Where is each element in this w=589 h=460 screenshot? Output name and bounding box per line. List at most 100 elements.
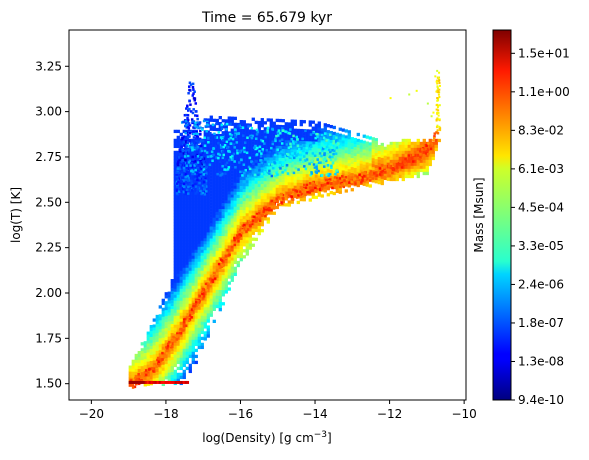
heatmap-cell: [179, 336, 183, 341]
heatmap-cell: [353, 137, 357, 142]
heatmap-cell: [269, 121, 273, 125]
heatmap-cell: [359, 145, 363, 150]
heatmap-cell: [251, 219, 255, 223]
heatmap-cell: [179, 264, 183, 269]
heatmap-cell: [230, 272, 234, 276]
heatmap-cell: [341, 152, 345, 156]
heatmap-cell: [143, 356, 147, 360]
heatmap-cell: [200, 264, 204, 269]
heatmap-cell: [302, 138, 306, 142]
heatmap-cell: [195, 143, 199, 147]
heatmap-cell: [200, 171, 204, 176]
heatmap-cell: [374, 156, 378, 160]
heatmap-cell: [368, 145, 372, 149]
heatmap-cell: [224, 221, 228, 225]
heatmap-cell: [131, 374, 135, 379]
heatmap-cell: [193, 90, 196, 93]
heatmap-cell: [263, 187, 267, 191]
heatmap-cell: [341, 177, 344, 181]
heatmap-cell: [218, 205, 222, 210]
heatmap-cell: [301, 137, 304, 141]
heatmap-cell: [287, 179, 291, 183]
heatmap-cell: [251, 129, 255, 133]
heatmap-cell: [143, 359, 147, 363]
heatmap-cell: [194, 144, 198, 149]
heatmap-cell: [224, 170, 228, 174]
heatmap-cell: [284, 149, 288, 153]
heatmap-cell: [263, 127, 267, 131]
heatmap-cell: [429, 147, 433, 151]
heatmap-cell: [356, 147, 360, 152]
heatmap-cell: [212, 199, 216, 204]
heatmap-cell: [169, 342, 172, 345]
heatmap-cell: [290, 179, 294, 183]
heatmap-cell: [191, 162, 195, 167]
heatmap-cell: [194, 228, 198, 233]
heatmap-cell: [333, 149, 336, 153]
heatmap-cell: [200, 195, 204, 200]
heatmap-cell: [248, 183, 252, 187]
heatmap-cell: [179, 237, 183, 242]
heatmap-cell: [200, 201, 204, 206]
heatmap-cell: [206, 286, 210, 290]
heatmap-cell: [194, 219, 198, 224]
heatmap-cell: [204, 182, 208, 185]
heatmap-cell: [180, 170, 184, 174]
heatmap-cell: [239, 210, 243, 214]
heatmap-cell: [200, 219, 204, 224]
heatmap-cell: [185, 345, 189, 350]
heatmap-cell: [277, 129, 281, 132]
heatmap-cell: [179, 328, 182, 331]
heatmap-cell: [185, 188, 189, 192]
heatmap-cell: [188, 159, 192, 163]
heatmap-cell: [221, 179, 225, 183]
heatmap-cell: [173, 264, 177, 269]
heatmap-cell: [299, 153, 303, 157]
colorbar-tick-label: 2.4e-06: [518, 277, 564, 291]
heatmap-cell: [182, 171, 186, 176]
heatmap-cell: [266, 131, 270, 134]
heatmap-cell: [416, 174, 420, 179]
heatmap-cell: [293, 128, 297, 132]
heatmap-cell: [221, 242, 225, 246]
heatmap-cell: [203, 325, 207, 329]
heatmap-cell: [317, 127, 321, 131]
heatmap-cell: [176, 222, 180, 227]
heatmap-cell: [167, 357, 171, 361]
heatmap-cell: [212, 196, 216, 201]
heatmap-cell: [212, 217, 216, 222]
heatmap-cell: [434, 138, 438, 143]
heatmap-cell: [245, 249, 249, 253]
heatmap-cell: [368, 172, 372, 176]
heatmap-cell: [359, 163, 363, 168]
heatmap-cell: [185, 348, 189, 353]
heatmap-cell: [201, 184, 205, 188]
heatmap-cell: [293, 164, 297, 168]
heatmap-cell: [228, 158, 231, 162]
heatmap-cell: [350, 173, 354, 177]
heatmap-cell: [206, 226, 210, 230]
heatmap-cell: [215, 196, 219, 201]
heatmap-cell: [215, 283, 219, 288]
heatmap-cell: [224, 257, 228, 261]
heatmap-cell: [239, 135, 243, 139]
y-tick-label: 2.00: [35, 286, 62, 300]
heatmap-cell: [212, 238, 216, 243]
heatmap-cell: [404, 157, 407, 161]
heatmap-cell: [178, 148, 182, 151]
heatmap-cell: [155, 359, 159, 364]
heatmap-cell: [176, 249, 180, 254]
heatmap-cell: [245, 177, 249, 181]
heatmap-cell: [338, 142, 342, 146]
heatmap-cell: [317, 193, 321, 197]
heatmap-cell: [248, 144, 252, 148]
heatmap-cell: [281, 167, 285, 171]
heatmap-cell: [265, 208, 269, 211]
heatmap-cell: [302, 141, 306, 145]
heatmap-cell: [435, 108, 438, 111]
heatmap-cell: [209, 271, 213, 275]
heatmap-cell: [188, 210, 192, 215]
heatmap-cell: [230, 260, 234, 264]
heatmap-cell: [203, 199, 207, 203]
heatmap-cell: [179, 252, 183, 257]
